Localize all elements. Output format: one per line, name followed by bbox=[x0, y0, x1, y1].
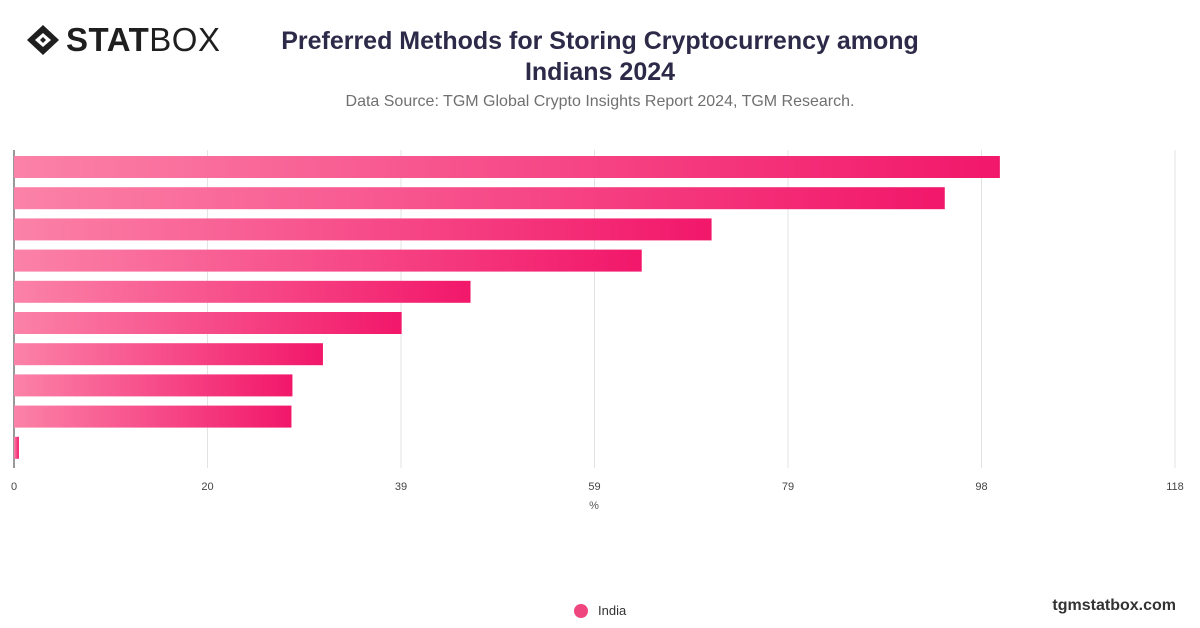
chart-legend[interactable]: India bbox=[574, 603, 626, 618]
bar[interactable] bbox=[14, 280, 471, 303]
bar[interactable] bbox=[14, 343, 323, 366]
bar[interactable] bbox=[14, 312, 402, 334]
x-axis-ticks: 0 20 39 59 79 98 118 bbox=[11, 481, 1184, 493]
x-tick-label: 39 bbox=[395, 481, 407, 493]
chart-bars bbox=[14, 156, 1000, 459]
bar[interactable] bbox=[14, 436, 19, 459]
diamond-logo-icon bbox=[27, 25, 59, 55]
x-tick-label: 79 bbox=[782, 481, 794, 493]
bar[interactable] bbox=[14, 249, 642, 272]
legend-label-india: India bbox=[598, 603, 627, 618]
bar[interactable] bbox=[14, 218, 712, 241]
logo-text-bold: STAT bbox=[66, 21, 150, 58]
logo-text-light: BOX bbox=[149, 21, 221, 58]
x-tick-label: 0 bbox=[11, 481, 17, 493]
x-tick-label: 59 bbox=[588, 481, 600, 493]
x-axis-label: % bbox=[589, 500, 599, 512]
x-tick-label: 118 bbox=[1166, 481, 1184, 493]
x-tick-label: 98 bbox=[975, 481, 987, 493]
bar[interactable] bbox=[14, 156, 1000, 178]
bar[interactable] bbox=[14, 187, 945, 210]
statbox-logo: STATBOX bbox=[26, 21, 221, 58]
brand-url[interactable]: tgmstatbox.com bbox=[1052, 597, 1176, 614]
bar[interactable] bbox=[14, 374, 293, 397]
legend-marker-india bbox=[574, 603, 588, 618]
chart-subtitle: Data Source: TGM Global Crypto Insights … bbox=[345, 93, 855, 110]
logo-wordmark: STATBOX bbox=[66, 21, 221, 58]
bar[interactable] bbox=[14, 405, 292, 428]
x-tick-label: 20 bbox=[201, 481, 213, 493]
chart-title: Preferred Methods for Storing Cryptocurr… bbox=[281, 27, 919, 86]
